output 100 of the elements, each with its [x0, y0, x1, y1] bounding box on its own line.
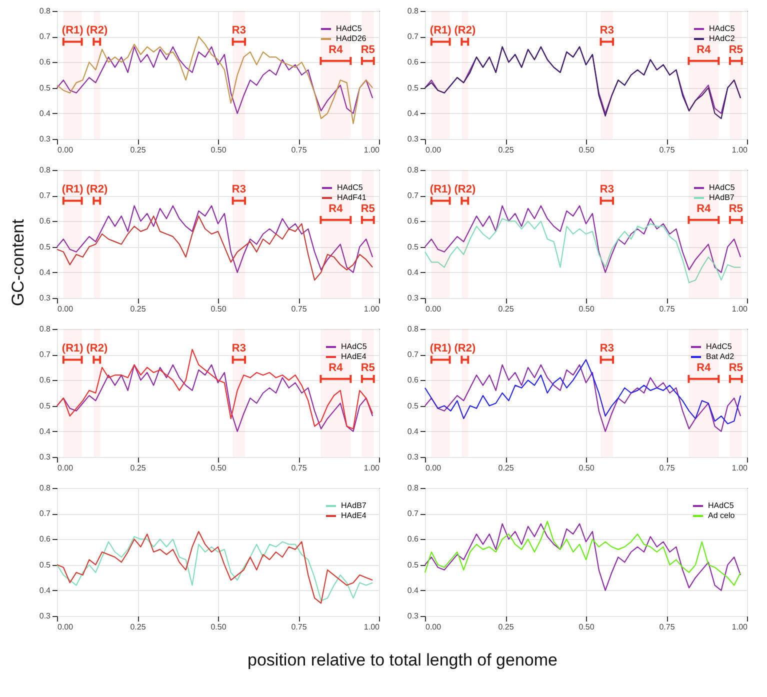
band-label: (R1) — [430, 184, 452, 196]
y-tick-label: 0.3 — [39, 452, 52, 462]
x-axis-title: position relative to total length of genome — [248, 650, 558, 670]
x-tick-label: 0.75 — [291, 304, 308, 314]
y-axis-title: GC-content — [8, 218, 28, 306]
band-label: (R1) — [430, 342, 452, 355]
legend-label: HAdB7 — [341, 501, 367, 510]
x-tick-label: 0.75 — [291, 622, 308, 632]
y-tick-label: 0.7 — [407, 191, 420, 200]
y-tick-label: 0.4 — [407, 586, 420, 595]
x-tick-label: 1.00 — [732, 304, 748, 314]
band-label: R4 — [328, 44, 344, 56]
legend-label: HAdC5 — [709, 183, 736, 192]
y-tick-label: 0.7 — [39, 191, 52, 200]
x-tick-label: 0.00 — [426, 622, 442, 632]
y-tick-label: 0.8 — [39, 484, 52, 492]
legend-label: HAdE4 — [341, 511, 367, 520]
band-label: (R1) — [62, 24, 84, 37]
band-label: R5 — [360, 202, 375, 215]
y-tick-label: 0.6 — [407, 534, 420, 544]
x-tick-label: 1.00 — [364, 304, 380, 314]
x-tick-label: 0.50 — [210, 622, 227, 632]
y-tick-label: 0.4 — [39, 426, 52, 436]
y-tick-label: 0.4 — [39, 586, 52, 595]
x-tick-label: 0.50 — [210, 146, 227, 154]
band-label: R5 — [360, 362, 375, 374]
band-label: R5 — [728, 362, 743, 374]
band-label: R4 — [328, 202, 344, 215]
x-tick-label: 0.75 — [659, 464, 676, 472]
legend-label: HAdC5 — [337, 183, 364, 192]
y-tick-label: 0.3 — [407, 612, 420, 620]
y-tick-label: 0.8 — [407, 6, 420, 16]
x-tick-label: 1.00 — [732, 464, 748, 472]
x-tick-label: 0.50 — [578, 146, 595, 154]
x-tick-label: 0.25 — [498, 146, 514, 154]
y-tick-label: 0.5 — [39, 401, 52, 410]
y-tick-label: 0.3 — [39, 134, 52, 144]
band-label: (R2) — [454, 342, 476, 355]
band-label: R5 — [728, 202, 743, 215]
y-tick-label: 0.6 — [407, 376, 420, 385]
y-tick-label: 0.5 — [407, 83, 420, 92]
x-tick-label: 0.50 — [578, 464, 595, 472]
band-label: (R2) — [454, 184, 476, 196]
y-tick-label: 0.8 — [39, 166, 52, 174]
band-label: R3 — [600, 342, 614, 355]
band-label: R5 — [360, 44, 375, 56]
y-tick-label: 0.6 — [39, 376, 52, 385]
y-tick-label: 0.3 — [39, 294, 52, 302]
y-tick-label: 0.5 — [407, 401, 420, 410]
y-tick-label: 0.4 — [407, 426, 420, 436]
x-tick-label: 0.50 — [578, 304, 595, 314]
band-label: (R2) — [86, 184, 108, 196]
y-tick-label: 0.6 — [407, 58, 420, 67]
x-tick-label: 0.00 — [58, 622, 74, 632]
y-tick-label: 0.8 — [39, 324, 52, 334]
legend-label: Bat Ad2 — [706, 352, 735, 361]
legend-label: HAdC5 — [706, 342, 732, 351]
x-tick-label: 0.00 — [426, 146, 442, 154]
x-tick-label: 0.75 — [291, 146, 308, 154]
x-tick-label: 1.00 — [732, 622, 748, 632]
band-label: (R2) — [454, 24, 476, 37]
y-tick-label: 0.7 — [39, 509, 52, 518]
y-tick-label: 0.3 — [407, 134, 420, 144]
x-tick-label: 0.75 — [659, 146, 676, 154]
y-tick-label: 0.8 — [407, 324, 420, 334]
y-tick-label: 0.5 — [39, 560, 52, 570]
band-label: (R1) — [430, 24, 452, 37]
band-label: R3 — [600, 24, 614, 37]
x-tick-label: 0.00 — [58, 464, 74, 472]
y-tick-label: 0.5 — [407, 242, 420, 252]
band-label: R3 — [232, 24, 246, 37]
band-label: (R1) — [62, 342, 84, 355]
band-label: R3 — [232, 342, 246, 355]
band-label: R5 — [728, 44, 743, 56]
y-tick-label: 0.3 — [407, 452, 420, 462]
x-tick-label: 0.25 — [498, 304, 514, 314]
y-tick-label: 0.5 — [39, 242, 52, 252]
band-label: (R1) — [62, 184, 84, 196]
legend-label: HAdC2 — [709, 34, 736, 43]
band-label: R4 — [696, 362, 712, 374]
legend-label: HAdC5 — [336, 24, 362, 33]
y-tick-label: 0.7 — [39, 32, 52, 42]
y-tick-label: 0.6 — [39, 58, 52, 67]
x-tick-label: 0.50 — [210, 464, 227, 472]
x-tick-label: 0.75 — [291, 464, 308, 472]
x-tick-label: 0.00 — [426, 304, 442, 314]
x-tick-label: 1.00 — [732, 146, 748, 154]
x-tick-label: 0.25 — [498, 464, 514, 472]
legend-label: HAdF41 — [337, 193, 367, 202]
y-tick-label: 0.8 — [407, 484, 420, 492]
legend-label: HAdC5 — [341, 342, 368, 351]
y-tick-label: 0.7 — [407, 350, 420, 360]
band-label: (R2) — [86, 342, 108, 355]
band-label: (R2) — [86, 24, 108, 37]
x-tick-label: 0.75 — [659, 622, 676, 632]
x-tick-label: 0.75 — [659, 304, 676, 314]
y-tick-label: 0.7 — [39, 350, 52, 360]
y-tick-label: 0.4 — [39, 108, 52, 118]
band-label: R3 — [600, 184, 614, 196]
legend-label: Ad celo — [708, 511, 736, 520]
